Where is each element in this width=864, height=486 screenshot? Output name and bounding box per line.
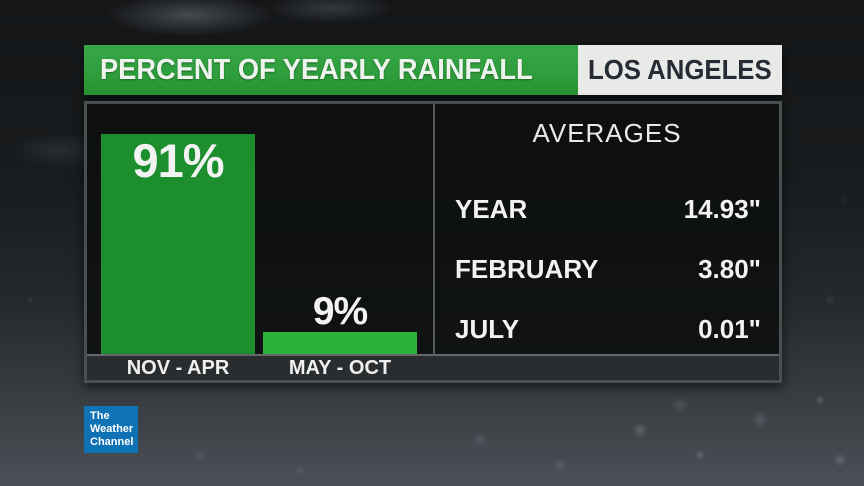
averages-panel: AVERAGES YEAR 14.93" FEBRUARY 3.80" JULY… — [435, 104, 779, 354]
bar-value-label-may-oct: 9% — [312, 290, 368, 333]
bar-nov-apr: 91% — [101, 134, 255, 354]
category-label-may-oct: MAY - OCT — [288, 357, 392, 379]
averages-row-value: 3.80" — [698, 254, 761, 284]
content-panel: 91% 9% AVERAGES YEAR 14.93" FEBRUARY 3.8… — [84, 101, 782, 383]
weather-channel-logo: The Weather Channel — [84, 406, 138, 453]
averages-row-year: YEAR 14.93" — [455, 194, 761, 225]
averages-row-february: FEBRUARY 3.80" — [455, 254, 761, 285]
averages-row-label: FEBRUARY — [455, 254, 599, 284]
header-title-box: PERCENT OF YEARLY RAINFALL — [84, 45, 578, 95]
averages-title: AVERAGES — [532, 118, 682, 148]
location-label: LOS ANGELES — [588, 54, 772, 85]
averages-row-label: JULY — [455, 314, 520, 344]
panel-divider — [433, 104, 435, 354]
averages-row-july: JULY 0.01" — [455, 314, 761, 345]
logo-line-1: The — [90, 410, 110, 422]
panel-inner: 91% 9% AVERAGES YEAR 14.93" FEBRUARY 3.8… — [87, 104, 779, 380]
category-axis: NOV - APR MAY - OCT — [87, 354, 779, 380]
page-title: PERCENT OF YEARLY RAINFALL — [100, 53, 533, 86]
averages-row-label: YEAR — [455, 194, 528, 224]
header-bar: PERCENT OF YEARLY RAINFALL LOS ANGELES — [84, 45, 782, 95]
bar-may-oct — [263, 332, 417, 354]
logo-line-2: Weather — [90, 423, 134, 436]
bar-group-may-oct: 9% — [263, 292, 417, 354]
averages-row-value: 14.93" — [683, 194, 761, 224]
bar-value-label-nov-apr: 91% — [132, 134, 224, 187]
averages-row-value: 0.01" — [698, 314, 761, 344]
category-label-nov-apr: NOV - APR — [126, 357, 230, 379]
logo-line-3: Channel — [90, 436, 134, 449]
location-badge: LOS ANGELES — [578, 45, 782, 95]
bar-group-nov-apr: 91% — [101, 134, 255, 354]
